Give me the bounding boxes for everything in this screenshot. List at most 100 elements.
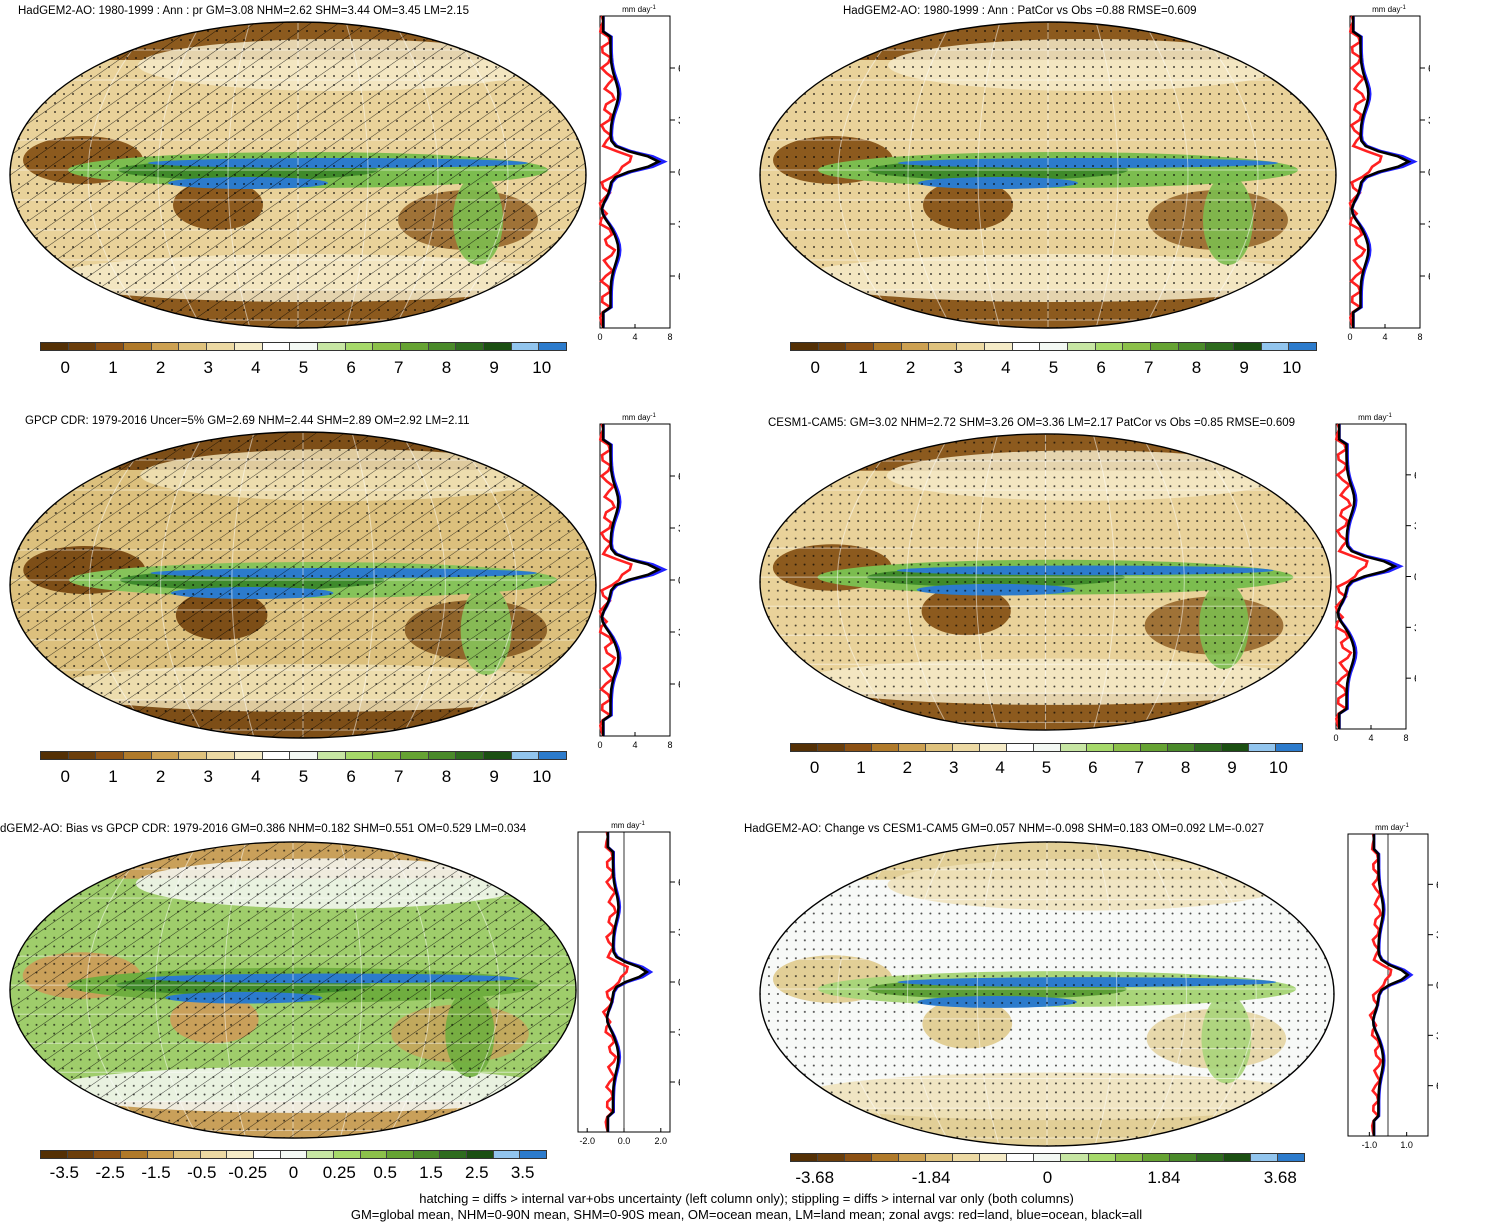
colorbar-swatch xyxy=(1223,1154,1251,1161)
colorbar-swatch xyxy=(511,752,540,759)
colorbar-swatch xyxy=(456,343,484,350)
colorbar-swatch xyxy=(1277,1154,1304,1161)
panel-title-3: CESM1-CAM5: GM=3.02 NHM=2.72 SHM=3.26 OM… xyxy=(768,417,1296,429)
colorbar-label: 10 xyxy=(532,767,552,786)
zonal-lat-label: 60S xyxy=(678,1077,680,1089)
zonal-x-label: 4 xyxy=(632,740,637,750)
colorbar-label: 8 xyxy=(1180,758,1191,777)
zonal-line-land xyxy=(601,831,630,1133)
footer-line-1: hatching = diffs > internal var+obs unce… xyxy=(419,1191,1074,1206)
colorbar-swatch xyxy=(440,1151,467,1158)
colorbar-swatch xyxy=(1033,744,1061,751)
zonal-x-label: 2.0 xyxy=(655,1136,668,1146)
colorbar-label: 2 xyxy=(905,358,916,377)
hatch-overlay xyxy=(10,432,596,738)
zonal-lat-label: 60N xyxy=(1436,879,1438,891)
colorbar-swatch xyxy=(280,1151,308,1158)
colorbar-swatch xyxy=(373,343,401,350)
colorbar-label: 1 xyxy=(858,358,868,377)
zonal-x-label: 4 xyxy=(632,332,637,342)
zonal-x-label: 8 xyxy=(667,740,672,750)
zonal-line-all xyxy=(600,16,662,328)
colorbar-swatch xyxy=(467,1151,494,1158)
zonal-x-label: 8 xyxy=(1403,733,1408,743)
colorbar-label: 3.5 xyxy=(510,1163,535,1182)
colorbar-swatch xyxy=(1087,744,1115,751)
colorbar-swatch xyxy=(1114,744,1142,751)
colorbar-swatch xyxy=(984,343,1013,350)
colorbar-swatch xyxy=(1060,744,1088,751)
colorbar-3 xyxy=(790,743,1303,752)
zonal-lat-label: 60N xyxy=(1428,63,1430,75)
colorbar-5 xyxy=(790,1153,1305,1162)
zonal-panel-4: mm day-1 60N 30N 0 30S 60S -2.0 0.0 2.0 xyxy=(577,821,680,1146)
zonal-panel-1: mm day-1 60N 30N 0 30S 60S 0 4 8 xyxy=(1347,5,1430,342)
colorbar-label: 7 xyxy=(1144,358,1154,377)
colorbar-label: 4 xyxy=(251,358,261,377)
colorbar-swatch xyxy=(151,343,180,350)
zonal-lat-label: 60N xyxy=(678,471,680,483)
zonal-lat-label: 60S xyxy=(678,271,680,283)
zonal-unit-label: mm day-1 xyxy=(611,821,645,830)
colorbar-label: 5 xyxy=(298,358,309,377)
colorbar-swatch xyxy=(957,343,985,350)
zonal-lat-label: 30S xyxy=(1414,622,1416,634)
colorbar-label: 6 xyxy=(346,767,356,786)
zonal-panel-2: mm day-1 60N 30N 0 30S 60S 0 4 8 xyxy=(597,413,680,750)
colorbar-swatch xyxy=(151,752,180,759)
colorbar-label: 8 xyxy=(441,767,452,786)
colorbar-label: 0 xyxy=(809,758,820,777)
colorbar-label: 4 xyxy=(995,758,1005,777)
panel-title-2: GPCP CDR: 1979-2016 Uncer=5% GM=2.69 NHM… xyxy=(25,415,470,427)
zonal-unit-label: mm day-1 xyxy=(1372,5,1406,14)
map-panel-0 xyxy=(9,21,587,329)
zonal-panel-3: mm day-1 60N 30N 0 30S 60S 0 4 8 xyxy=(1333,413,1416,743)
colorbar-swatch xyxy=(929,343,958,350)
zonal-line-all xyxy=(605,832,650,1132)
colorbar-label: 0 xyxy=(60,358,71,377)
colorbar-swatch xyxy=(413,1151,441,1158)
colorbar-swatch xyxy=(818,343,847,350)
colorbar-swatch xyxy=(1261,343,1290,350)
colorbar-swatch xyxy=(68,343,97,350)
zonal-lat-label: 30S xyxy=(678,627,680,639)
colorbar-swatch xyxy=(1034,1154,1062,1161)
colorbar-swatch xyxy=(124,752,152,759)
colorbar-label: 7 xyxy=(394,767,404,786)
colorbar-label: 9 xyxy=(1239,358,1249,377)
colorbar-swatch xyxy=(41,343,69,350)
map-field xyxy=(9,841,577,1139)
colorbar-swatch xyxy=(1289,343,1317,350)
colorbar-swatch xyxy=(1276,744,1303,751)
colorbar-swatch xyxy=(926,1154,954,1161)
panel-title-4: dGEM2-AO: Bias vs GPCP CDR: 1979-2016 GM… xyxy=(0,823,527,835)
map-field xyxy=(760,22,1336,328)
colorbar-swatch xyxy=(493,1151,521,1158)
zonal-x-label: -2.0 xyxy=(579,1136,595,1146)
colorbar-swatch xyxy=(1196,1154,1224,1161)
zonal-line-land xyxy=(1334,423,1369,730)
colorbar-1 xyxy=(790,342,1317,351)
zonal-lat-label: 30S xyxy=(1428,219,1430,231)
zonal-x-label: 0 xyxy=(1347,332,1352,342)
colorbar-label: 2 xyxy=(155,358,166,377)
colorbar-2 xyxy=(40,751,567,760)
stipple-overlay xyxy=(760,22,1336,328)
map-panel-3 xyxy=(759,433,1332,731)
colorbar-label: 4 xyxy=(251,767,261,786)
colorbar-labels-3: 0 1 2 3 4 5 6 7 8 9 10 xyxy=(790,758,1303,778)
zonal-lat-label: 60S xyxy=(1414,673,1416,685)
colorbar-swatch xyxy=(925,744,953,751)
zonal-lat-label: 60S xyxy=(1428,271,1430,283)
colorbar-label: -0.5 xyxy=(187,1163,217,1182)
map-border xyxy=(759,21,1337,329)
colorbar-label: 6 xyxy=(1088,758,1098,777)
colorbar-label: -3.5 xyxy=(49,1163,79,1182)
footer-line-2: GM=global mean, NHM=0-90N mean, SHM=0-90… xyxy=(350,1207,1143,1222)
colorbar-swatch xyxy=(846,343,875,350)
colorbar-swatch xyxy=(400,752,429,759)
colorbar-swatch xyxy=(147,1151,175,1158)
zonal-line-all xyxy=(1371,834,1410,1136)
map-panel-5 xyxy=(759,841,1335,1147)
zonal-x-label: -1.0 xyxy=(1362,1140,1378,1150)
